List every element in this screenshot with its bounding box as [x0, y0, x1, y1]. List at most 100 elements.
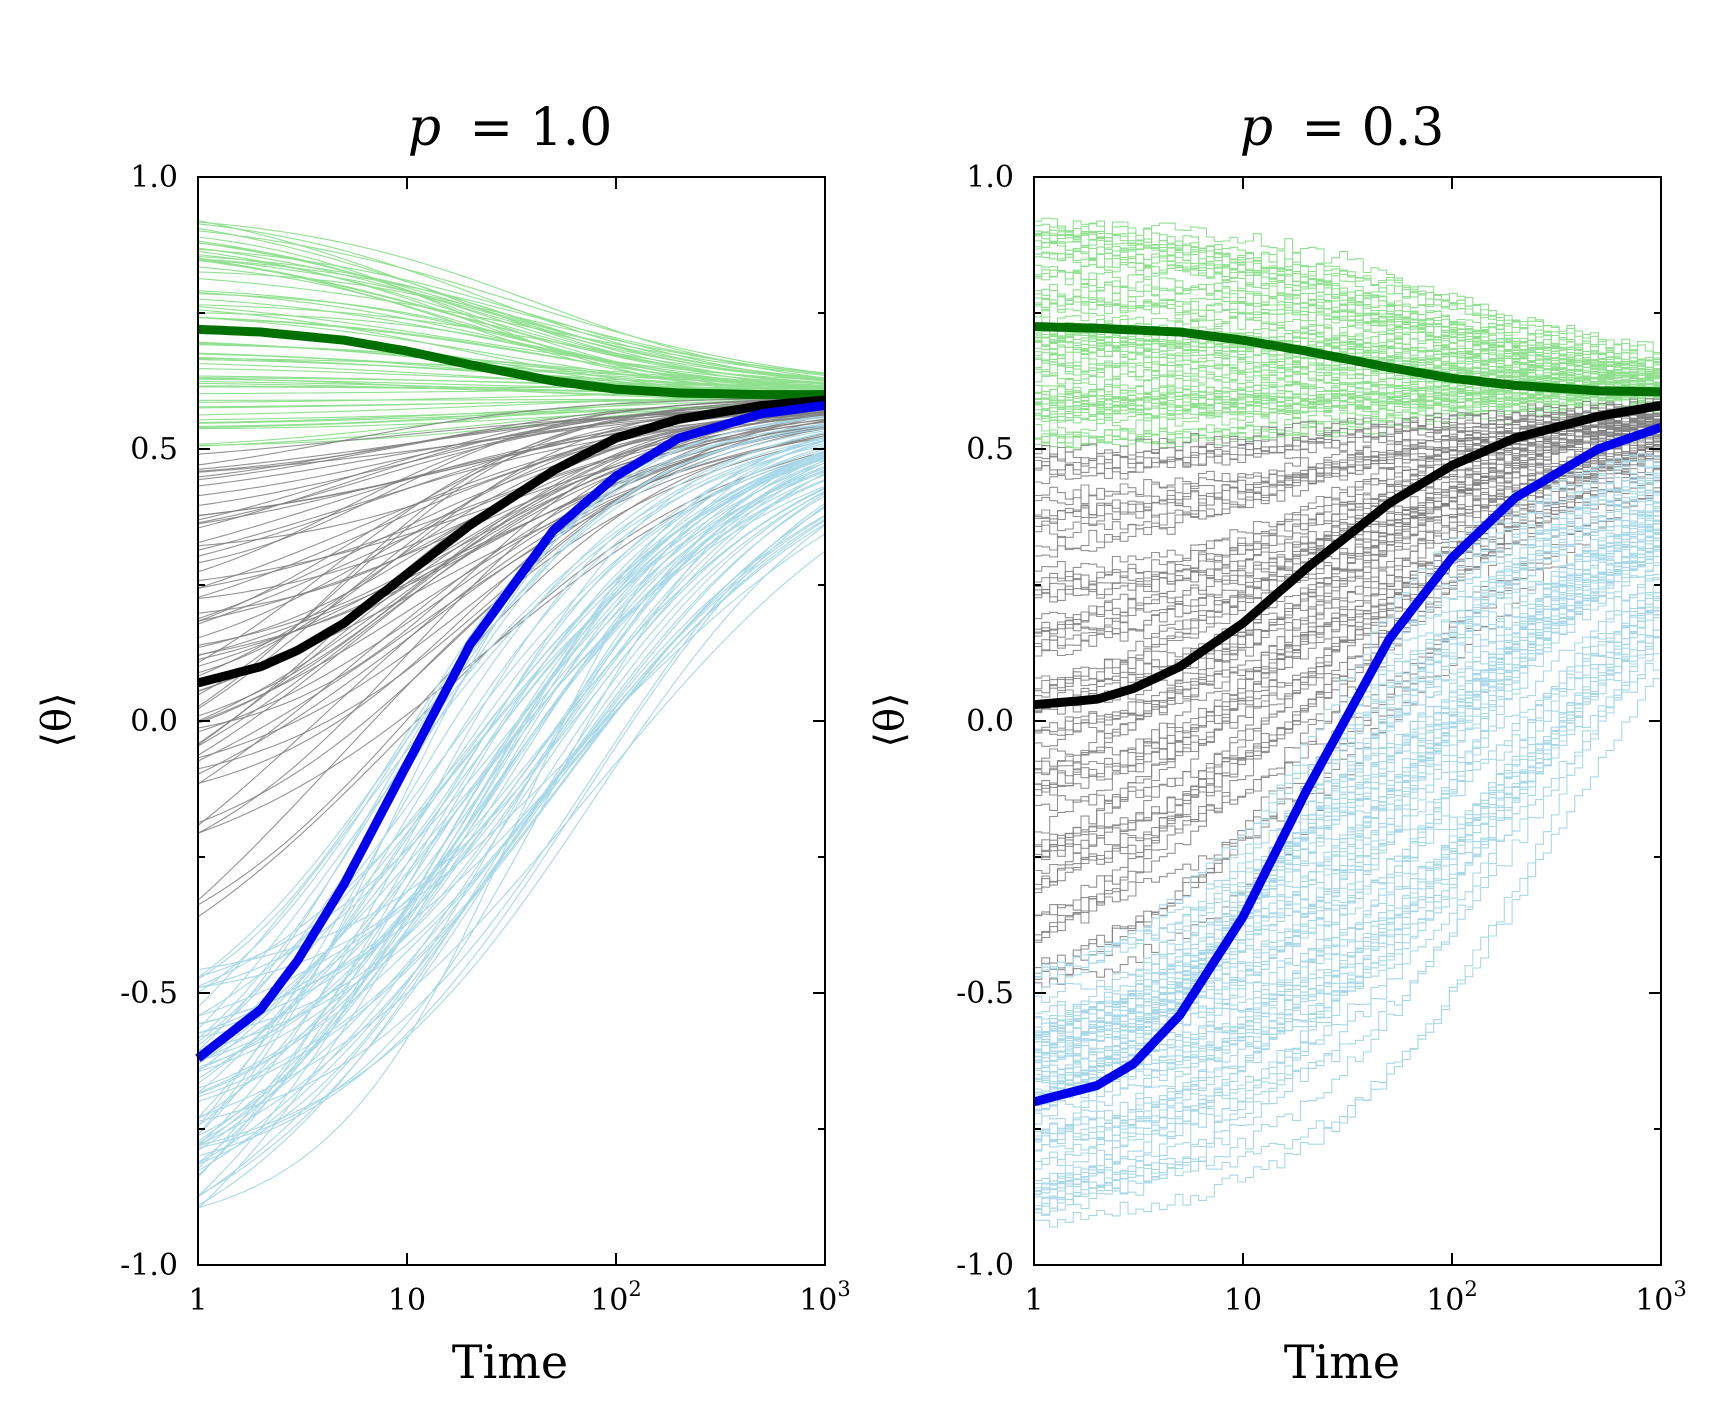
trajectory-line — [1034, 445, 1662, 796]
trajectory-line — [1034, 249, 1662, 379]
trajectory-line — [197, 450, 826, 978]
title-value: = 1.0 — [470, 98, 613, 158]
trajectory-line — [1034, 462, 1662, 1036]
trajectory-line — [198, 386, 825, 389]
trajectory-line — [197, 430, 826, 978]
trajectory-line — [197, 435, 826, 1089]
trajectory-line — [1034, 548, 1662, 974]
trajectory-line — [197, 515, 826, 1172]
mean-curve — [1033, 401, 1662, 710]
trajectory-line — [197, 415, 826, 1135]
trajectory-line — [197, 426, 826, 733]
trajectory-line — [197, 436, 826, 1068]
trajectory-line — [197, 520, 826, 1025]
trajectory-line — [197, 462, 826, 1149]
trajectory-line — [197, 451, 826, 918]
mean-curve — [1032, 422, 1663, 1107]
x-tick-exponent: 3 — [1673, 1277, 1686, 1301]
trajectory-line — [1034, 471, 1662, 1079]
y-tick-label: 0.5 — [966, 432, 1014, 467]
trajectory-line — [197, 487, 826, 1164]
axis-ticks: 1 10 102 103 1.0 0.5 0.0 -0.5 -1.0 — [956, 160, 1687, 1318]
y-tick-label: 1.0 — [130, 160, 178, 195]
mean-curve — [196, 395, 826, 688]
x-axis-label: Time — [452, 1335, 568, 1389]
trajectory-line — [197, 503, 826, 1122]
trajectory-line — [197, 250, 826, 384]
trajectory-line — [1034, 625, 1662, 1142]
trajectory-line — [197, 258, 826, 388]
trajectory-line — [197, 400, 826, 664]
trajectory-line — [1034, 510, 1662, 1195]
trajectory-line — [197, 439, 826, 1008]
trajectory-line — [197, 400, 826, 497]
trajectory-line — [197, 420, 826, 747]
x-tick-label: 1 — [188, 1283, 207, 1318]
y-tick-label: 1.0 — [966, 160, 1014, 195]
trajectory-line — [197, 258, 826, 375]
trajectory-line — [197, 227, 826, 382]
trajectory-line — [197, 452, 826, 1094]
x-tick-label: 1 — [1024, 1283, 1043, 1318]
trajectory-line — [1034, 458, 1662, 731]
trajectory-line — [197, 438, 826, 1146]
trajectory-line — [197, 398, 826, 472]
trajectory-line — [197, 462, 826, 1072]
trajectory-line — [1034, 508, 1662, 1110]
trajectory-line — [197, 396, 826, 521]
x-tick-label: 103 — [799, 1277, 851, 1318]
trajectory-line — [197, 462, 826, 989]
panel-title: p = 0.3 — [1240, 98, 1445, 158]
trajectory-line — [197, 432, 826, 1127]
x-tick-label: 102 — [1426, 1277, 1478, 1318]
trajectory-line — [1034, 398, 1662, 551]
trajectory-line — [1034, 548, 1662, 978]
trajectory-line — [197, 495, 826, 1146]
trajectory-line — [197, 236, 826, 396]
trajectory-line — [197, 304, 826, 381]
trajectory-line — [1034, 412, 1662, 635]
trajectory-line — [197, 408, 826, 589]
trajectory-line — [1034, 389, 1662, 422]
trajectory-line — [197, 290, 826, 390]
x-tick-exponent: 3 — [837, 1277, 850, 1301]
trajectory-line — [197, 341, 826, 391]
mean-curve — [195, 401, 826, 1062]
trajectory-line — [1034, 613, 1662, 1186]
trajectory-line — [1034, 426, 1662, 762]
trajectory-line — [197, 455, 826, 987]
trajectory-ensemble — [197, 219, 826, 1209]
trajectory-line — [1034, 292, 1662, 371]
y-axis-label: ⟨θ⟩ — [867, 692, 913, 747]
trajectory-line — [1034, 622, 1662, 1082]
x-tick-exponent: 2 — [1464, 1277, 1477, 1301]
trajectory-line — [197, 444, 826, 1030]
x-axis-label: Time — [1284, 1335, 1400, 1389]
trajectory-line — [197, 474, 826, 1209]
trajectory-line — [197, 491, 826, 1207]
trajectory-line — [197, 467, 826, 1170]
trajectory-line — [197, 423, 826, 785]
title-variable: p — [1240, 98, 1273, 158]
trajectory-line — [1034, 421, 1662, 885]
y-tick-label: -1.0 — [120, 1248, 178, 1283]
trajectory-line — [197, 242, 826, 380]
trajectory-line — [197, 409, 826, 544]
trajectory-line — [1034, 516, 1662, 1215]
trajectory-line — [1034, 589, 1662, 1128]
x-tick-label: 102 — [590, 1277, 642, 1318]
trajectory-line — [197, 440, 826, 1062]
trajectory-line — [1034, 500, 1662, 1216]
trajectory-line — [1034, 225, 1662, 363]
trajectory-line — [197, 458, 826, 1119]
trajectory-line — [197, 435, 826, 827]
trajectory-line — [197, 427, 826, 1047]
trajectory-line — [197, 518, 826, 1144]
trajectory-line — [198, 387, 826, 395]
trajectory-line — [197, 230, 826, 374]
x-tick-label: 10 — [1224, 1283, 1262, 1318]
panel-title: p = 1.0 — [408, 98, 613, 158]
trajectory-line — [197, 412, 826, 722]
